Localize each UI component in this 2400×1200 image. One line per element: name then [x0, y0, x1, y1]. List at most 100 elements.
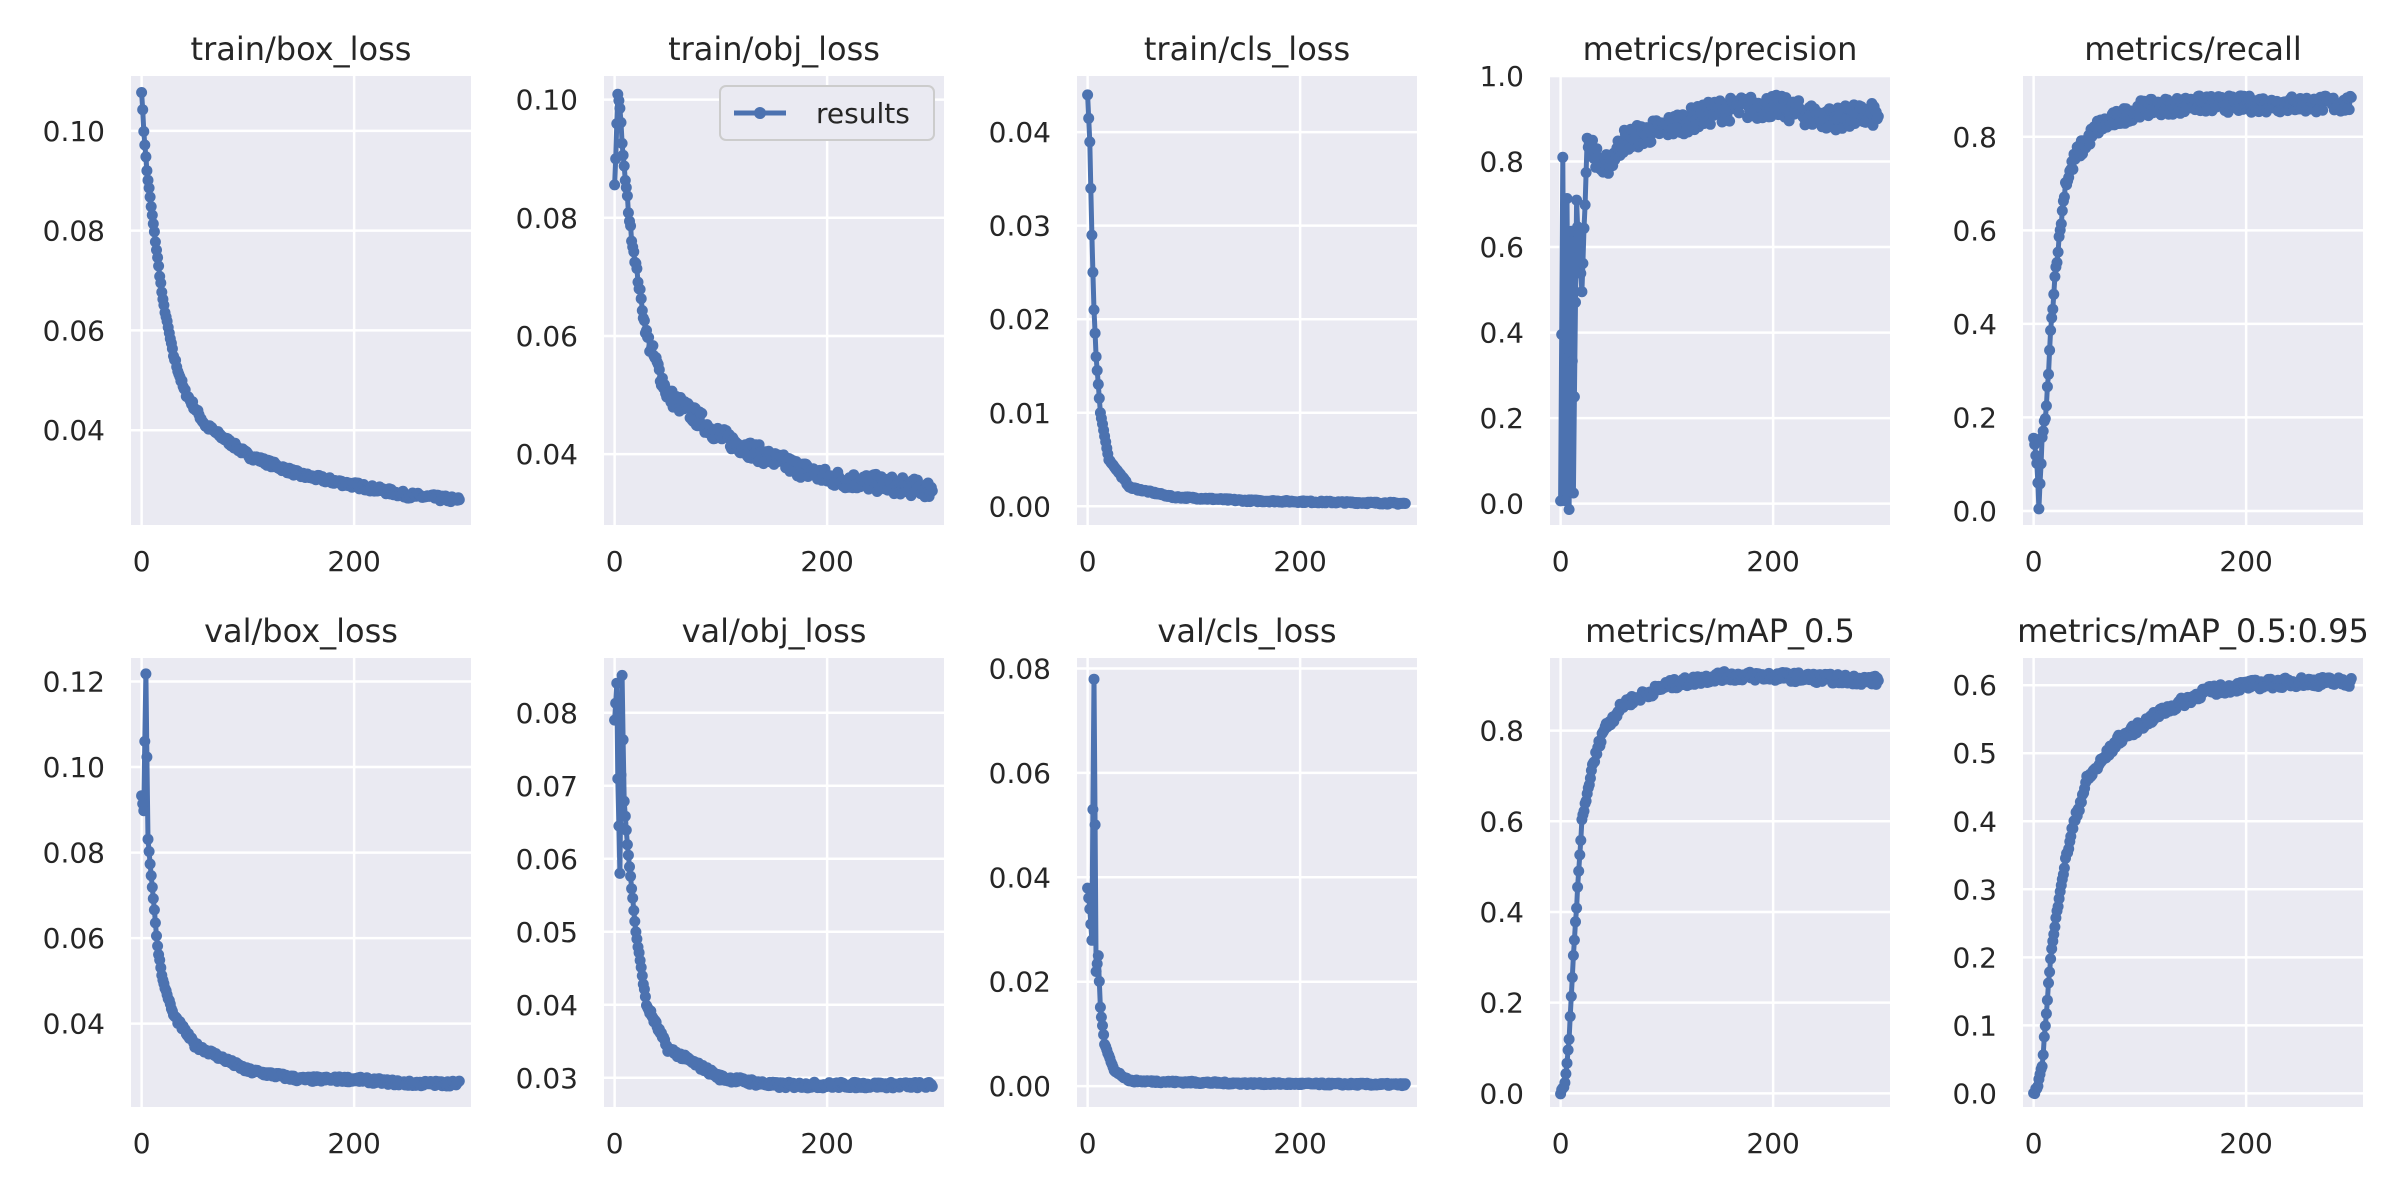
data-point: [139, 139, 151, 151]
subplot-3: metrics/precision 0.0 0.2 0.4 0.6 0.8 1.0 0 200: [1479, 30, 1890, 578]
y-tick-label: 0.4: [1952, 308, 1997, 341]
data-point: [1571, 194, 1583, 206]
data-point: [147, 893, 159, 905]
data-point: [1872, 110, 1884, 122]
y-tick-label: 0.06: [516, 843, 578, 876]
data-point: [616, 137, 628, 149]
y-tick-label: 0.0: [1952, 495, 1997, 528]
x-tick-label: 200: [1746, 1127, 1799, 1160]
data-point: [1567, 950, 1579, 961]
data-point: [1579, 199, 1591, 211]
y-tick-label: 0.4: [1479, 317, 1524, 350]
y-tick-label: 0.12: [43, 666, 105, 699]
plot-area: [2023, 658, 2363, 1107]
data-point: [614, 867, 626, 879]
data-point: [1591, 143, 1603, 155]
y-tick-label: 0.05: [516, 916, 578, 949]
data-point: [617, 734, 629, 746]
data-point: [2033, 503, 2045, 515]
data-point: [628, 246, 640, 258]
plot-area: [604, 658, 944, 1107]
data-point: [1575, 267, 1587, 279]
data-point: [2056, 205, 2068, 217]
y-tick-label: 0.6: [1479, 231, 1524, 264]
data-point: [628, 905, 640, 916]
subplot-0: train/box_loss 0.04 0.06 0.08 0.10 0 200: [43, 30, 471, 578]
data-point: [146, 881, 158, 893]
y-tick-label: 0.2: [1952, 401, 1997, 434]
x-tick-label: 200: [800, 1127, 853, 1160]
data-point: [1088, 304, 1100, 316]
x-tick-label: 0: [2025, 1127, 2043, 1160]
data-point: [1574, 245, 1586, 257]
data-point: [1572, 881, 1584, 893]
data-point: [2040, 400, 2052, 412]
data-point: [136, 87, 148, 98]
data-point: [144, 858, 156, 870]
y-tick-label: 0.04: [516, 438, 578, 471]
data-point: [2038, 1031, 2050, 1043]
data-point: [1559, 495, 1571, 507]
data-point: [146, 209, 158, 221]
data-point: [153, 260, 165, 272]
data-point: [1093, 975, 1105, 987]
data-point: [1733, 107, 1745, 119]
y-tick-label: 0.04: [43, 1008, 105, 1041]
data-point: [635, 961, 647, 973]
data-point: [626, 883, 638, 895]
data-point: [2058, 191, 2070, 203]
data-point: [137, 104, 149, 116]
data-point: [2036, 1060, 2048, 1072]
data-point: [1704, 118, 1716, 130]
data-point: [2044, 344, 2056, 356]
data-point: [617, 149, 629, 161]
data-point: [653, 364, 665, 376]
data-point: [2034, 478, 2046, 490]
plot-area: [131, 658, 471, 1107]
data-point: [145, 870, 157, 882]
subplot-title: train/obj_loss: [668, 30, 880, 68]
y-tick-label: 0.6: [1952, 669, 1997, 702]
y-tick-label: 0.4: [1952, 805, 1997, 838]
data-point: [696, 407, 708, 419]
y-tick-label: 0.08: [43, 215, 105, 248]
data-point: [1559, 1077, 1571, 1089]
data-point: [1097, 1020, 1108, 1032]
x-tick-label: 0: [133, 1127, 151, 1160]
data-point: [2317, 104, 2329, 116]
data-point: [2043, 368, 2054, 380]
y-tick-label: 0.04: [989, 861, 1051, 894]
y-tick-label: 0.10: [516, 84, 578, 117]
data-point: [2045, 953, 2057, 965]
data-point: [1085, 182, 1097, 194]
subplot-title: train/cls_loss: [1144, 30, 1350, 68]
plot-area: [1077, 76, 1417, 525]
data-point: [621, 190, 633, 202]
legend: results: [719, 85, 935, 141]
y-tick-label: 0.5: [1952, 737, 1997, 770]
data-point: [2345, 673, 2357, 684]
data-point: [624, 861, 635, 873]
data-point: [140, 151, 152, 163]
y-tick-label: 0.08: [516, 697, 578, 730]
y-tick-label: 1.0: [1479, 60, 1524, 93]
data-point: [1566, 972, 1578, 983]
y-tick-label: 0.10: [43, 115, 105, 148]
x-tick-label: 200: [327, 1127, 380, 1160]
data-point: [141, 165, 153, 177]
data-point: [1872, 675, 1884, 687]
data-point: [142, 833, 154, 845]
y-tick-label: 0.03: [989, 210, 1051, 243]
data-point: [1399, 1078, 1411, 1090]
data-point: [1083, 892, 1095, 904]
data-point: [2049, 271, 2061, 283]
data-point: [141, 751, 153, 763]
x-tick-label: 0: [1079, 1127, 1097, 1160]
data-point: [1570, 296, 1581, 308]
data-point: [2041, 381, 2053, 393]
x-tick-label: 200: [800, 545, 853, 578]
data-point: [622, 849, 634, 861]
data-point: [148, 904, 160, 916]
data-point: [1577, 257, 1589, 269]
y-tick-label: 0.1: [1952, 1009, 1997, 1042]
